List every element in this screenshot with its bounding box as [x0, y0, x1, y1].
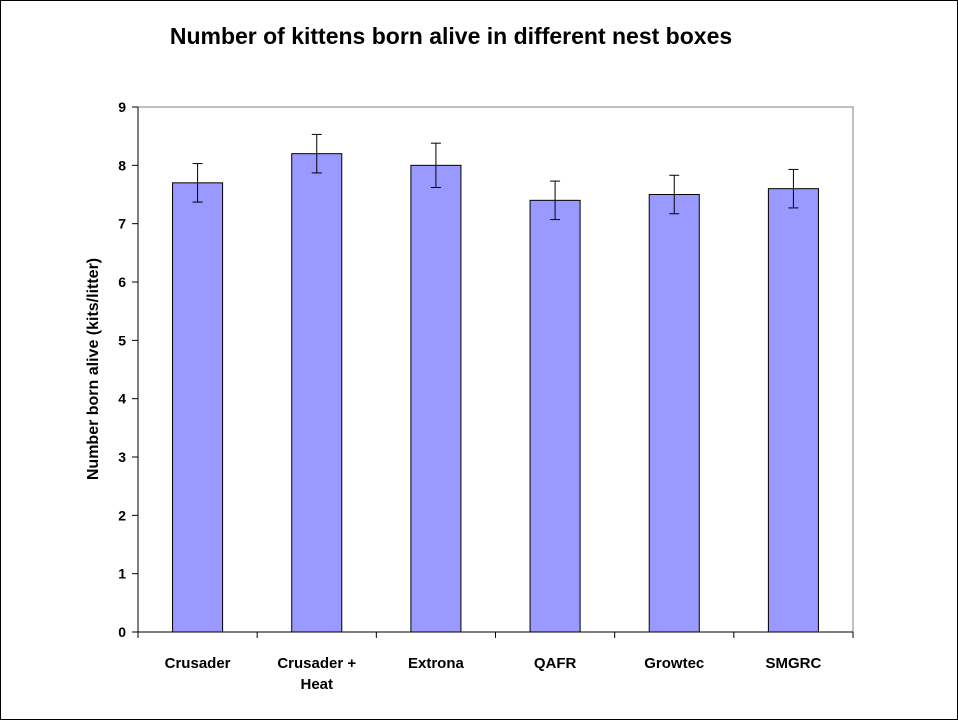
bar-1: [291, 153, 343, 633]
x-tick-label: Heat: [300, 676, 333, 693]
x-tick-label: Extrona: [408, 655, 465, 672]
chart-title: Number of kittens born alive in differen…: [169, 23, 733, 49]
y-tick-label: 6: [118, 274, 126, 290]
bar-3: [529, 199, 581, 633]
bar-0: [172, 182, 224, 633]
x-tick-label: Crusader +: [277, 655, 356, 672]
x-tick-label: QAFR: [534, 655, 577, 672]
bar-4: [648, 194, 700, 633]
y-tick-label: 2: [118, 507, 126, 523]
y-tick-label: 1: [118, 566, 126, 582]
y-tick-label: 4: [118, 391, 126, 407]
y-tick-label: 9: [118, 99, 126, 115]
bar-5: [767, 188, 819, 633]
y-tick-label: 0: [118, 624, 126, 640]
y-tick-label: 8: [118, 157, 126, 173]
bar-2: [410, 164, 462, 633]
plot-border: [137, 106, 854, 633]
y-tick-label: 7: [118, 216, 126, 232]
x-tick-label: Crusader: [165, 655, 231, 672]
x-tick-label: SMGRC: [765, 655, 821, 672]
x-tick-label: Growtec: [644, 655, 704, 672]
y-tick-label: 3: [118, 449, 126, 465]
y-tick-label: 5: [118, 332, 126, 348]
